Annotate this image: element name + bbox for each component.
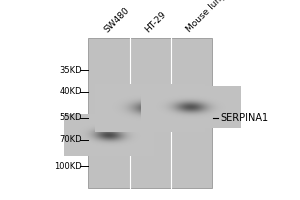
Text: 100KD: 100KD xyxy=(54,162,82,171)
Text: SERPINA1: SERPINA1 xyxy=(220,113,268,123)
Bar xyxy=(88,38,212,188)
Text: Mouse lung: Mouse lung xyxy=(184,0,228,34)
Text: SW480: SW480 xyxy=(103,5,131,34)
Text: 40KD: 40KD xyxy=(59,88,82,97)
Text: HT-29: HT-29 xyxy=(144,9,168,34)
Text: 70KD: 70KD xyxy=(59,136,82,144)
Text: 55KD: 55KD xyxy=(59,113,82,122)
Text: 35KD: 35KD xyxy=(59,66,82,75)
